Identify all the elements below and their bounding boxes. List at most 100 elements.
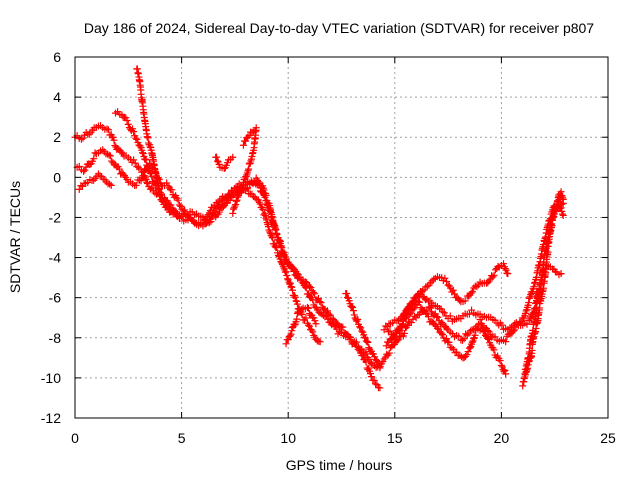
data-point-marker bbox=[158, 196, 166, 204]
data-point-marker bbox=[471, 331, 479, 339]
data-point-marker bbox=[445, 338, 453, 346]
data-point-marker bbox=[409, 315, 417, 323]
data-point-marker bbox=[274, 251, 282, 259]
x-tick-label: 25 bbox=[600, 430, 616, 446]
data-point-marker bbox=[108, 157, 116, 165]
data-point-marker bbox=[424, 313, 432, 321]
data-point-marker bbox=[497, 361, 505, 369]
data-point-marker bbox=[268, 233, 276, 241]
data-point-marker bbox=[276, 237, 284, 245]
data-point-marker bbox=[285, 260, 293, 268]
data-point-marker bbox=[262, 214, 270, 222]
data-point-marker bbox=[363, 338, 371, 346]
data-point-marker bbox=[502, 266, 510, 274]
data-point-marker bbox=[467, 289, 475, 297]
data-point-marker bbox=[366, 370, 374, 378]
data-point-marker bbox=[490, 346, 498, 354]
data-point-marker bbox=[146, 185, 154, 193]
data-point-marker bbox=[79, 134, 87, 142]
data-point-marker bbox=[142, 156, 150, 164]
grid-lines bbox=[75, 57, 608, 418]
data-point-marker bbox=[485, 335, 493, 343]
data-point-marker bbox=[438, 319, 446, 327]
data-point-marker bbox=[529, 326, 537, 334]
data-point-marker bbox=[262, 196, 270, 204]
data-point-marker bbox=[132, 181, 140, 189]
data-point-marker bbox=[480, 328, 488, 336]
data-point-marker bbox=[283, 272, 291, 280]
data-point-marker bbox=[133, 135, 141, 143]
data-point-marker bbox=[77, 135, 85, 143]
data-point-marker bbox=[496, 357, 504, 365]
data-point-marker bbox=[439, 330, 447, 338]
data-point-marker bbox=[362, 350, 370, 358]
data-point-marker bbox=[314, 295, 322, 303]
data-point-marker bbox=[271, 222, 279, 230]
data-point-marker bbox=[465, 310, 473, 318]
data-point-marker bbox=[293, 270, 301, 278]
data-point-marker bbox=[207, 213, 215, 221]
data-point-marker bbox=[361, 334, 369, 342]
data-point-marker bbox=[312, 320, 320, 328]
data-point-marker bbox=[401, 310, 409, 318]
data-point-marker bbox=[210, 208, 218, 216]
data-point-marker bbox=[106, 180, 114, 188]
data-point-marker bbox=[463, 351, 471, 359]
data-point-marker bbox=[130, 127, 138, 135]
data-point-marker bbox=[399, 317, 407, 325]
data-point-marker bbox=[380, 326, 388, 334]
data-point-marker bbox=[271, 242, 279, 250]
data-point-marker bbox=[431, 321, 439, 329]
data-point-marker bbox=[376, 364, 384, 372]
data-point-marker bbox=[130, 156, 138, 164]
data-point-marker bbox=[115, 165, 123, 173]
data-point-marker bbox=[293, 315, 301, 323]
data-point-marker bbox=[468, 288, 476, 296]
data-point-marker bbox=[225, 191, 233, 199]
data-point-marker bbox=[244, 133, 252, 141]
data-point-marker bbox=[442, 335, 450, 343]
data-point-marker bbox=[357, 324, 365, 332]
data-point-marker bbox=[316, 338, 324, 346]
data-point-marker bbox=[158, 198, 166, 206]
data-point-marker bbox=[502, 370, 510, 378]
data-point-marker bbox=[346, 336, 354, 344]
data-point-marker bbox=[245, 165, 253, 173]
data-point-marker bbox=[245, 160, 253, 168]
data-point-marker bbox=[242, 137, 250, 145]
data-point-marker bbox=[386, 327, 394, 335]
data-point-marker bbox=[441, 274, 449, 282]
data-point-marker bbox=[433, 325, 441, 333]
data-point-marker bbox=[412, 301, 420, 309]
data-point-marker bbox=[361, 333, 369, 341]
data-point-marker bbox=[489, 273, 497, 281]
data-point-marker bbox=[549, 213, 557, 221]
data-point-marker bbox=[287, 330, 295, 338]
data-point-marker bbox=[283, 275, 291, 283]
plot-border bbox=[74, 56, 609, 419]
data-point-marker bbox=[291, 321, 299, 329]
data-point-marker bbox=[301, 283, 309, 291]
data-point-marker bbox=[411, 312, 419, 320]
data-point-marker bbox=[397, 323, 405, 331]
data-point-marker bbox=[348, 303, 356, 311]
data-point-marker bbox=[282, 268, 290, 276]
data-point-marker bbox=[433, 313, 441, 321]
data-point-marker bbox=[504, 270, 512, 278]
data-point-marker bbox=[250, 192, 258, 200]
data-point-marker bbox=[291, 292, 299, 300]
data-points bbox=[71, 65, 567, 392]
data-point-marker bbox=[502, 338, 510, 346]
x-axis-label: GPS time / hours bbox=[286, 457, 393, 473]
data-point-marker bbox=[385, 349, 393, 357]
data-point-marker bbox=[525, 299, 533, 307]
data-point-marker bbox=[139, 149, 147, 157]
data-point-marker bbox=[287, 283, 295, 291]
data-point-marker bbox=[266, 228, 274, 236]
data-point-marker bbox=[412, 293, 420, 301]
data-point-marker bbox=[234, 193, 242, 201]
data-point-marker bbox=[530, 279, 538, 287]
data-point-marker bbox=[525, 316, 533, 324]
data-point-marker bbox=[136, 142, 144, 150]
